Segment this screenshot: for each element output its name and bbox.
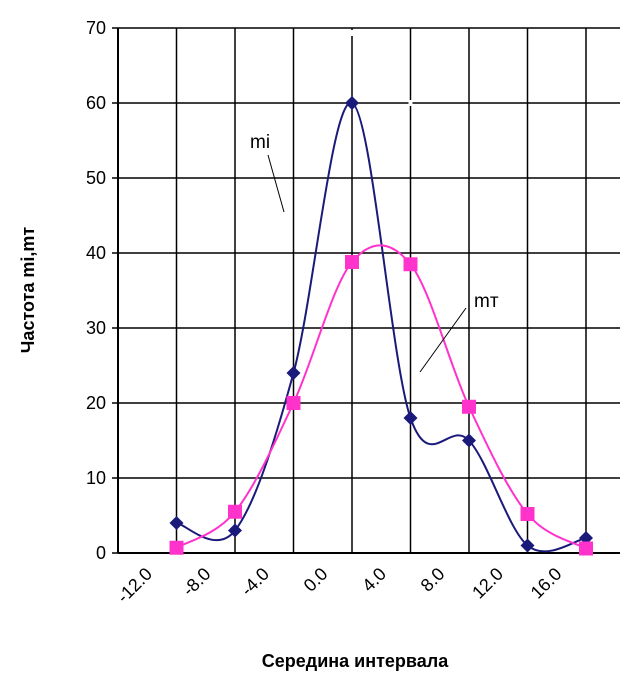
- data-point-diamond: [345, 96, 359, 110]
- data-point-square: [345, 255, 359, 269]
- grid-gap: [350, 30, 354, 36]
- data-point-diamond: [228, 523, 242, 538]
- x-tick-labels: -12.0 -8.0 -4.0 0.0 4.0 8.0 12.0 16.0: [113, 564, 566, 607]
- y-tick-label: 60: [86, 93, 106, 113]
- grid-gap: [408, 100, 413, 106]
- data-point-square: [462, 399, 476, 414]
- annotations: mi mт: [250, 132, 499, 373]
- x-axis-title: Середина интервала: [262, 651, 449, 671]
- x-tick-label: 16.0: [527, 564, 566, 603]
- mi-leader-line: [267, 154, 285, 213]
- data-point-diamond: [462, 433, 476, 448]
- mt-leader-line: [419, 307, 467, 373]
- x-tick-label: -8.0: [178, 564, 214, 600]
- y-tick-label: 20: [86, 393, 106, 413]
- data-point-square: [286, 396, 301, 410]
- series-line-2: [175, 244, 587, 550]
- y-tick-labels: 0 10 20 30 40 50 60 70: [86, 18, 118, 563]
- data-point-diamond: [520, 538, 535, 553]
- y-axis-title: Частота mi,mт: [18, 227, 38, 354]
- data-point-diamond: [169, 516, 184, 530]
- data-point-diamond: [403, 411, 418, 425]
- x-tick-label: 0.0: [300, 564, 332, 596]
- series-line-1: [176, 102, 587, 553]
- axes: [117, 28, 620, 554]
- y-tick-label: 30: [86, 318, 106, 338]
- data-point-square: [228, 504, 242, 519]
- y-tick-label: 40: [86, 243, 106, 263]
- x-tick-label: 12.0: [468, 564, 507, 603]
- x-tick-label: 8.0: [417, 564, 449, 596]
- x-tick-label: 4.0: [358, 564, 390, 596]
- grid: [117, 27, 620, 554]
- series-group: [169, 96, 593, 556]
- data-point-square: [403, 257, 418, 272]
- x-tick-label: -4.0: [237, 564, 273, 600]
- mi-series-label: mi: [250, 132, 270, 153]
- data-point-square: [520, 507, 535, 521]
- mt-series-label: mт: [474, 291, 499, 312]
- data-point-square: [169, 540, 184, 555]
- y-tick-label: 70: [86, 18, 106, 38]
- data-point-square: [579, 541, 593, 556]
- y-tick-label: 50: [86, 168, 106, 188]
- x-tick-label: -12.0: [113, 564, 156, 607]
- y-tick-label: 10: [86, 468, 106, 488]
- y-tick-label: 0: [96, 543, 106, 563]
- data-point-diamond: [286, 366, 301, 380]
